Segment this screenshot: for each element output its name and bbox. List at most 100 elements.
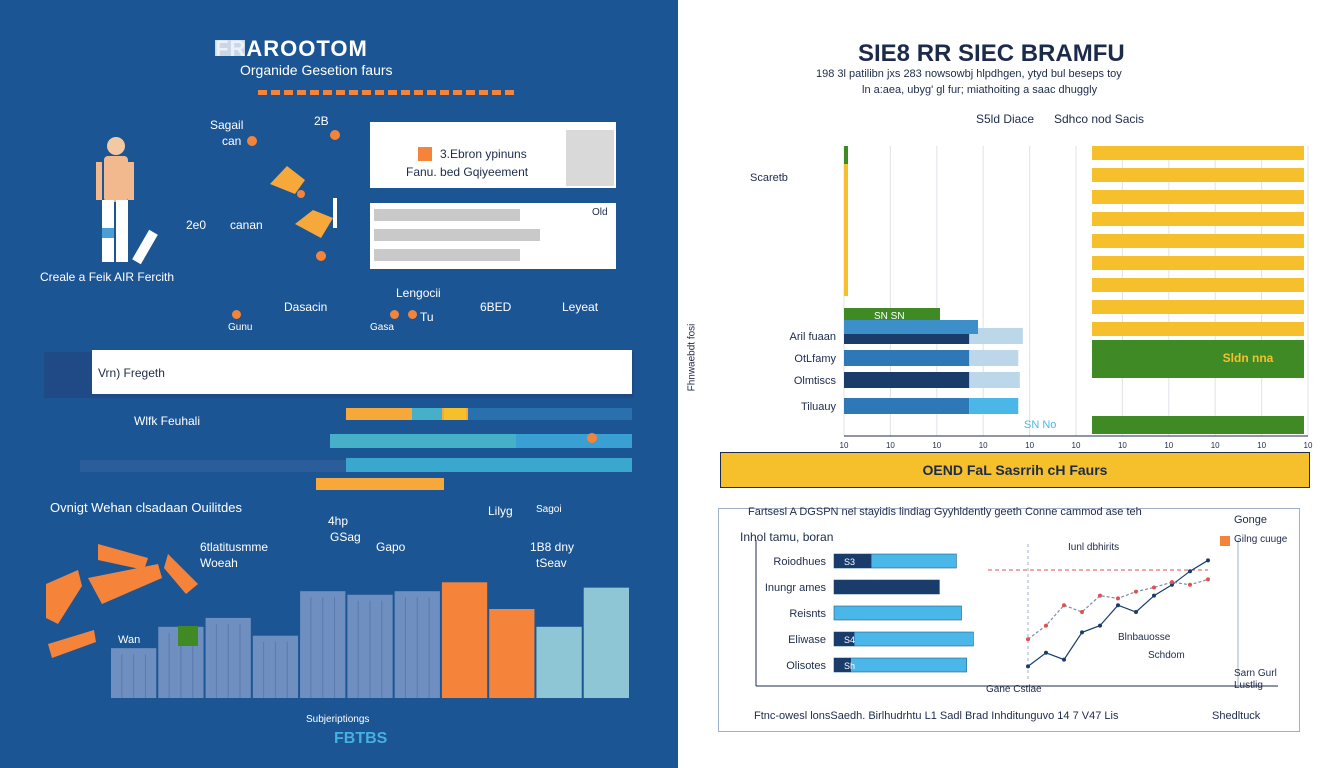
category-label: OtLfamy [794, 353, 836, 365]
data-point [1026, 664, 1030, 669]
note-a1: 4hp [328, 514, 349, 528]
bottom-small-text: Subjeriptiongs [306, 714, 370, 725]
stacked-bar-chart: Sldn nna SN SN Aril fuaan OtLfamy Olmtiscs Ti… [790, 146, 1313, 450]
row-label-c: 6BED [480, 300, 512, 314]
bar [969, 398, 1019, 414]
vertical-bar-chart [111, 582, 629, 698]
y-axis-title: Fhnwaebdt fosi [686, 323, 698, 392]
data-point [1080, 610, 1084, 614]
note-e1: 1B8 dny [530, 540, 575, 554]
stripe-bar [1092, 190, 1304, 204]
note-e2: tSeav [536, 556, 567, 570]
row-small-c: Tu [420, 310, 434, 324]
orange-dot [408, 310, 417, 319]
x-tick-label: 10 [979, 441, 988, 450]
bar [969, 372, 1020, 388]
bar [583, 587, 629, 698]
label-top-b: 2B [314, 114, 329, 128]
section-title: Ovnigt Wehan clsadaan Ouilitdes [50, 500, 242, 515]
grey-bar [374, 249, 520, 261]
data-point [1116, 596, 1120, 601]
category-label: Inungr ames [765, 582, 827, 594]
orange-dot [247, 136, 257, 146]
data-point [1152, 585, 1156, 590]
left-subtitle: Organide Gesetion faurs [240, 62, 393, 78]
bar [833, 605, 962, 621]
stripe-bar [1092, 256, 1304, 270]
row-small-b: Gasa [370, 322, 394, 333]
bar [969, 350, 1019, 366]
data-point [1044, 623, 1048, 628]
edge-stripe [844, 146, 848, 296]
card-line-2: Fanu. bed Gqiyeement [406, 165, 529, 179]
data-point [1044, 650, 1048, 655]
row-small-a: Gunu [228, 322, 253, 333]
horizontal-bar-line-chart: Roiodhues S3 Inungr ames Reisnts Eliwase S4 Ol… [755, 540, 1278, 687]
bar-label: Wlfk Feuhali [134, 414, 201, 428]
data-point [1170, 580, 1174, 585]
x-tick-label: 10 [1164, 441, 1173, 450]
bar-tag: S3 [844, 557, 855, 567]
data-point [1026, 637, 1030, 642]
x-tick-label: 10 [1304, 441, 1313, 450]
data-point [1134, 589, 1138, 594]
label-mid-a: 2e0 [186, 218, 207, 232]
legend-a: S5ld Diace [976, 112, 1035, 126]
right-sub-2: ln a:aea, ubyg' gl fur; miathoiting a sa… [862, 84, 1098, 96]
category-label: Olisotes [786, 660, 826, 672]
left-title-badge [215, 40, 245, 56]
bar-label: SN No [1024, 419, 1056, 431]
y-label-top: Scaretb [750, 172, 788, 184]
category-label: Aril fuaan [790, 331, 836, 343]
bar [844, 320, 978, 334]
data-point [1062, 603, 1066, 608]
section-banner: OEND FaL Sasrrih cH Faurs [720, 452, 1310, 488]
horizontal-bars [80, 408, 632, 490]
label-top-a: Sagail [210, 118, 244, 132]
banner-box: Vrn) Fregeth [92, 350, 632, 394]
person-illustration [96, 137, 158, 265]
bar-dark-segment [834, 658, 851, 672]
stripe-bar [1092, 234, 1304, 248]
note-c1: Lilyg [488, 504, 513, 518]
card-tag: Old [592, 207, 608, 218]
green-block [1092, 416, 1304, 434]
leaf-icon [270, 166, 337, 261]
left-title-underline [258, 90, 516, 95]
banner-text: Vrn) Fregeth [98, 366, 165, 380]
chart2-annot-f: Lustlig [1234, 680, 1263, 691]
bottom-logo: FBTBS [334, 730, 388, 747]
data-point [1116, 603, 1120, 608]
data-point [1098, 593, 1102, 598]
bar [969, 328, 1023, 344]
info-card: 3.Ebron ypinuns Fanu. bed Gqiyeement [370, 122, 616, 188]
data-point [1152, 593, 1156, 598]
x-tick-label: 10 [932, 441, 941, 450]
label-mid-b: canan [230, 218, 263, 232]
label-top-a2: can [222, 134, 242, 148]
card-side-block [566, 130, 614, 186]
fig-tag: Wan [118, 634, 141, 646]
x-tick-label: 10 [1211, 441, 1220, 450]
bar [536, 626, 582, 698]
category-label: Reisnts [789, 608, 826, 620]
bar [844, 350, 970, 366]
stripe-bar [1092, 212, 1304, 226]
chart2-annot-e: Sarn Gurl [1234, 668, 1277, 679]
right-sub-1: 198 3l patilibn jxs 283 nowsowbj hlpdhge… [816, 68, 1122, 80]
edge-stripe [844, 146, 848, 164]
bar-label: SN SN [874, 311, 905, 322]
right-title: SIE8 RR SIEC BRAMFU [858, 40, 1125, 67]
bar-dark-segment [834, 580, 940, 594]
bar-tag: S4 [844, 635, 855, 645]
x-tick-label: 10 [1025, 441, 1034, 450]
note-d1: 6tlatitusmme [200, 540, 269, 554]
stripe-bar [1092, 278, 1304, 292]
card-line-1: 3.Ebron ypinuns [440, 147, 527, 161]
data-point [1206, 577, 1210, 582]
category-label: Roiodhues [773, 556, 826, 568]
chart2-annot-c: Schdom [1148, 650, 1185, 661]
data-point [1188, 569, 1192, 574]
right-chart-panel: SIE8 RR SIEC BRAMFU 198 3l patilibn jxs … [678, 0, 1344, 768]
chart2-x-label: Ftnc-owesl lonsSaedh. Birlhudrhtu L1 Sad… [754, 710, 1119, 722]
